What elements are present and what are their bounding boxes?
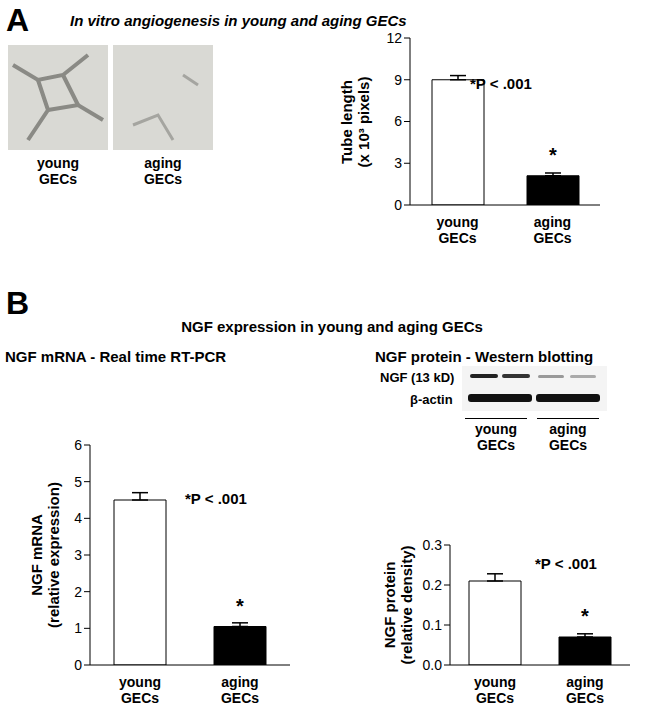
html-text:GECs: GECs bbox=[548, 437, 588, 453]
svg-text:*: * bbox=[549, 144, 557, 166]
svg-text:0.3: 0.3 bbox=[423, 537, 443, 553]
html-text:GECs: GECs bbox=[38, 171, 78, 187]
html-text:NGF protein - Western blotting: NGF protein - Western blotting bbox=[375, 348, 593, 365]
svg-text:0: 0 bbox=[394, 197, 402, 213]
html-text:aging: aging bbox=[144, 155, 182, 171]
html-text:NGF mRNA - Real time RT-PCR: NGF mRNA - Real time RT-PCR bbox=[5, 348, 227, 365]
html-text:β-actin: β-actin bbox=[410, 392, 453, 407]
html-text:Tube length: Tube length bbox=[338, 79, 355, 164]
html-text:(relative expression): (relative expression) bbox=[45, 482, 62, 628]
svg-text:*: * bbox=[581, 605, 589, 627]
html-text:(relative density): (relative density) bbox=[398, 545, 415, 665]
svg-text:agingGECs: agingGECs bbox=[221, 674, 259, 706]
svg-text:0.1: 0.1 bbox=[423, 617, 443, 633]
html-text:In vitro angiogenesis in young: In vitro angiogenesis in young and aging… bbox=[70, 12, 407, 29]
svg-text:0: 0 bbox=[74, 657, 82, 673]
svg-text:agingGECs: agingGECs bbox=[533, 214, 571, 246]
html-text:NGF mRNA: NGF mRNA bbox=[28, 514, 45, 596]
svg-text:6: 6 bbox=[394, 113, 402, 129]
html-text:NGF protein: NGF protein bbox=[381, 561, 398, 649]
svg-text:5: 5 bbox=[74, 474, 82, 490]
svg-text:*: * bbox=[236, 595, 244, 617]
svg-text:12: 12 bbox=[386, 30, 402, 46]
svg-text:9: 9 bbox=[394, 72, 402, 88]
html-text:(x 10³ pixels): (x 10³ pixels) bbox=[355, 76, 372, 167]
svg-text:agingGECs: agingGECs bbox=[566, 674, 604, 706]
svg-text:0.2: 0.2 bbox=[423, 577, 443, 593]
html-text:NGF expression in young and ag: NGF expression in young and aging GECs bbox=[181, 318, 483, 335]
svg-text:2: 2 bbox=[74, 584, 82, 600]
svg-text:3: 3 bbox=[74, 547, 82, 563]
html-text:*P < .001: *P < .001 bbox=[185, 490, 247, 507]
html-text:young: young bbox=[475, 421, 517, 437]
svg-text:1: 1 bbox=[74, 620, 82, 636]
html-text:*P < .001: *P < .001 bbox=[470, 75, 532, 92]
html-text:young: young bbox=[37, 155, 79, 171]
svg-text:3: 3 bbox=[394, 155, 402, 171]
html-text:B: B bbox=[6, 285, 30, 321]
html-text:GECs: GECs bbox=[476, 437, 516, 453]
svg-text:youngGECs: youngGECs bbox=[474, 674, 516, 706]
html-text:aging: aging bbox=[549, 421, 587, 437]
svg-text:0.0: 0.0 bbox=[423, 657, 443, 673]
svg-text:youngGECs: youngGECs bbox=[437, 214, 479, 246]
svg-text:youngGECs: youngGECs bbox=[119, 674, 161, 706]
html-text:NGF (13 kD): NGF (13 kD) bbox=[380, 370, 455, 385]
html-text:A: A bbox=[6, 2, 30, 38]
svg-text:6: 6 bbox=[74, 437, 82, 453]
svg-text:4: 4 bbox=[74, 510, 82, 526]
html-text:GECs: GECs bbox=[143, 171, 183, 187]
html-text:*P < .001: *P < .001 bbox=[535, 555, 597, 572]
